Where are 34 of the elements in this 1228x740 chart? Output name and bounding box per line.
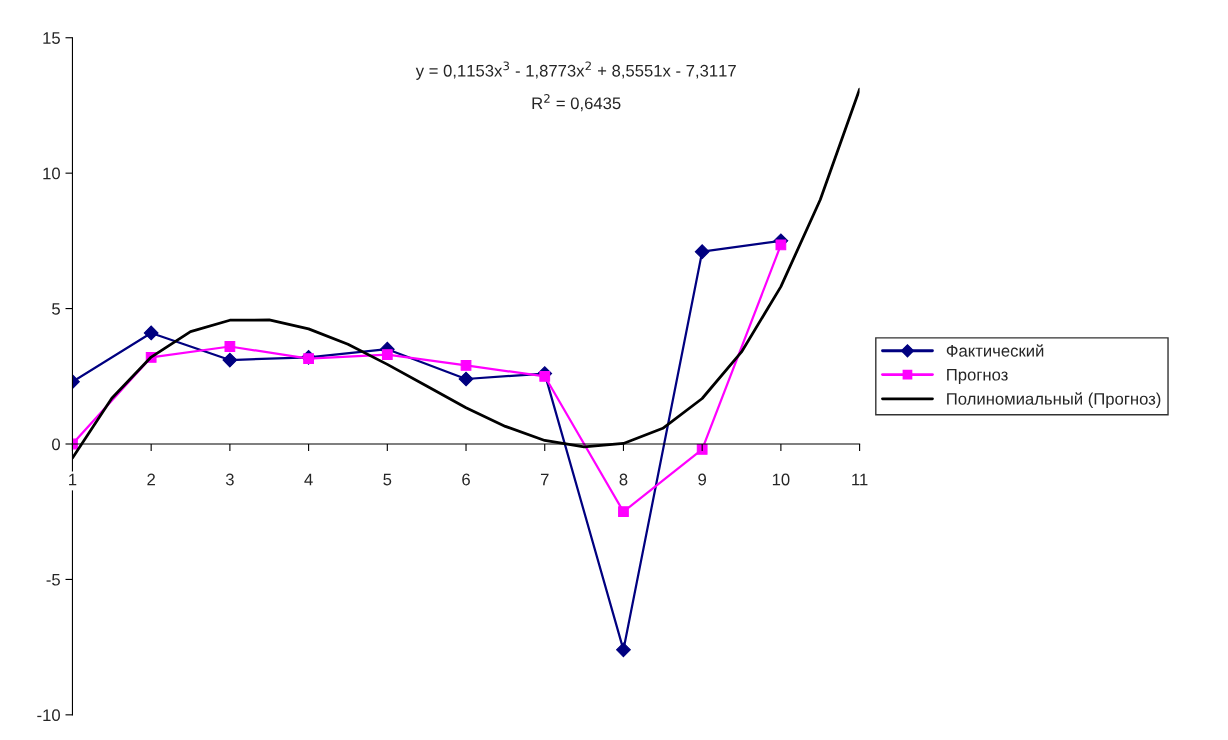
x-tick-label: 2 xyxy=(147,473,155,486)
x-tick-label: 11 xyxy=(852,473,868,486)
point xyxy=(539,370,551,382)
point xyxy=(694,244,710,260)
point xyxy=(143,325,159,341)
point xyxy=(696,444,708,455)
x-tick-label: 7 xyxy=(540,473,549,486)
x-tick-label: 6 xyxy=(462,473,470,486)
y-tick-label: -10 xyxy=(37,709,60,722)
point xyxy=(458,371,474,387)
point xyxy=(381,349,393,360)
x-tick-label: 8 xyxy=(619,473,628,486)
legend-label: Прогноз xyxy=(947,368,1008,384)
point xyxy=(460,360,472,371)
point xyxy=(616,642,631,658)
y-tick-label: 0 xyxy=(52,438,60,451)
point xyxy=(224,341,236,352)
x-tick-label: 5 xyxy=(383,473,392,486)
x-tick-label: 10 xyxy=(772,473,790,486)
legend-label: Фактический xyxy=(946,344,1044,357)
x-tick-label: 3 xyxy=(225,473,234,486)
point xyxy=(222,352,238,368)
y-tick-label: 5 xyxy=(52,303,60,315)
point xyxy=(618,506,629,518)
annotation: y = 0,1153x$^{3}$ - 1,8773x$^{2}$ + 8,5551x - 7,3117 xyxy=(415,61,736,80)
y-tick-label: 10 xyxy=(43,167,60,180)
annotation: R$^{2}$ = 0,6435 xyxy=(532,94,621,112)
legend-label: Полиномиальный (Прогноз) xyxy=(947,392,1161,409)
x-tick-label: 9 xyxy=(698,473,707,486)
x-tick-label: 1 xyxy=(69,473,77,486)
y-tick-label: -5 xyxy=(46,573,60,586)
x-tick-label: 4 xyxy=(304,473,313,486)
y-tick-label: 15 xyxy=(43,32,60,44)
point xyxy=(303,353,314,365)
